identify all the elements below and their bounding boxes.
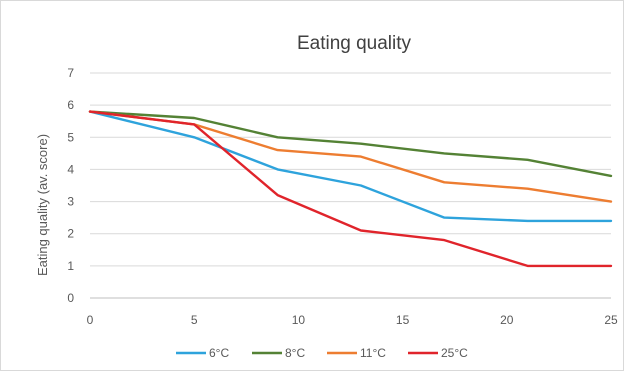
legend-label: 25°C — [441, 346, 468, 360]
legend-label: 6°C — [209, 346, 229, 360]
x-tick-label: 15 — [396, 313, 410, 327]
chart-title: Eating quality — [297, 33, 412, 54]
series-line-0 — [88, 110, 613, 223]
y-tick-label: 1 — [67, 259, 74, 273]
y-tick-label: 4 — [67, 162, 74, 176]
x-tick-label: 25 — [604, 313, 618, 327]
series-line-3 — [88, 110, 613, 268]
x-tick-label: 5 — [191, 313, 198, 327]
x-tick-label: 20 — [500, 313, 514, 327]
legend-label: 11°C — [360, 346, 386, 360]
x-tick-label: 0 — [87, 313, 94, 327]
grid-lines — [90, 72, 611, 299]
x-tick-labels: 0 5 10 15 20 25 — [87, 313, 618, 327]
series-line-2 — [88, 110, 613, 203]
series-line-1 — [88, 110, 613, 178]
y-tick-label: 0 — [67, 291, 74, 305]
y-tick-label: 7 — [67, 66, 74, 80]
legend-label: 8°C — [285, 346, 305, 360]
y-tick-labels: 0 1 2 3 4 5 6 7 — [67, 66, 74, 305]
x-tick-label: 10 — [292, 313, 306, 327]
y-axis-label: Eating quality (av. score) — [35, 134, 50, 276]
y-tick-label: 6 — [67, 98, 74, 112]
y-tick-label: 5 — [67, 130, 74, 144]
y-tick-label: 3 — [67, 195, 74, 209]
y-tick-label: 2 — [67, 227, 74, 241]
legend: 6°C 8°C 11°C 25°C — [176, 346, 468, 360]
series-lines — [88, 110, 613, 268]
